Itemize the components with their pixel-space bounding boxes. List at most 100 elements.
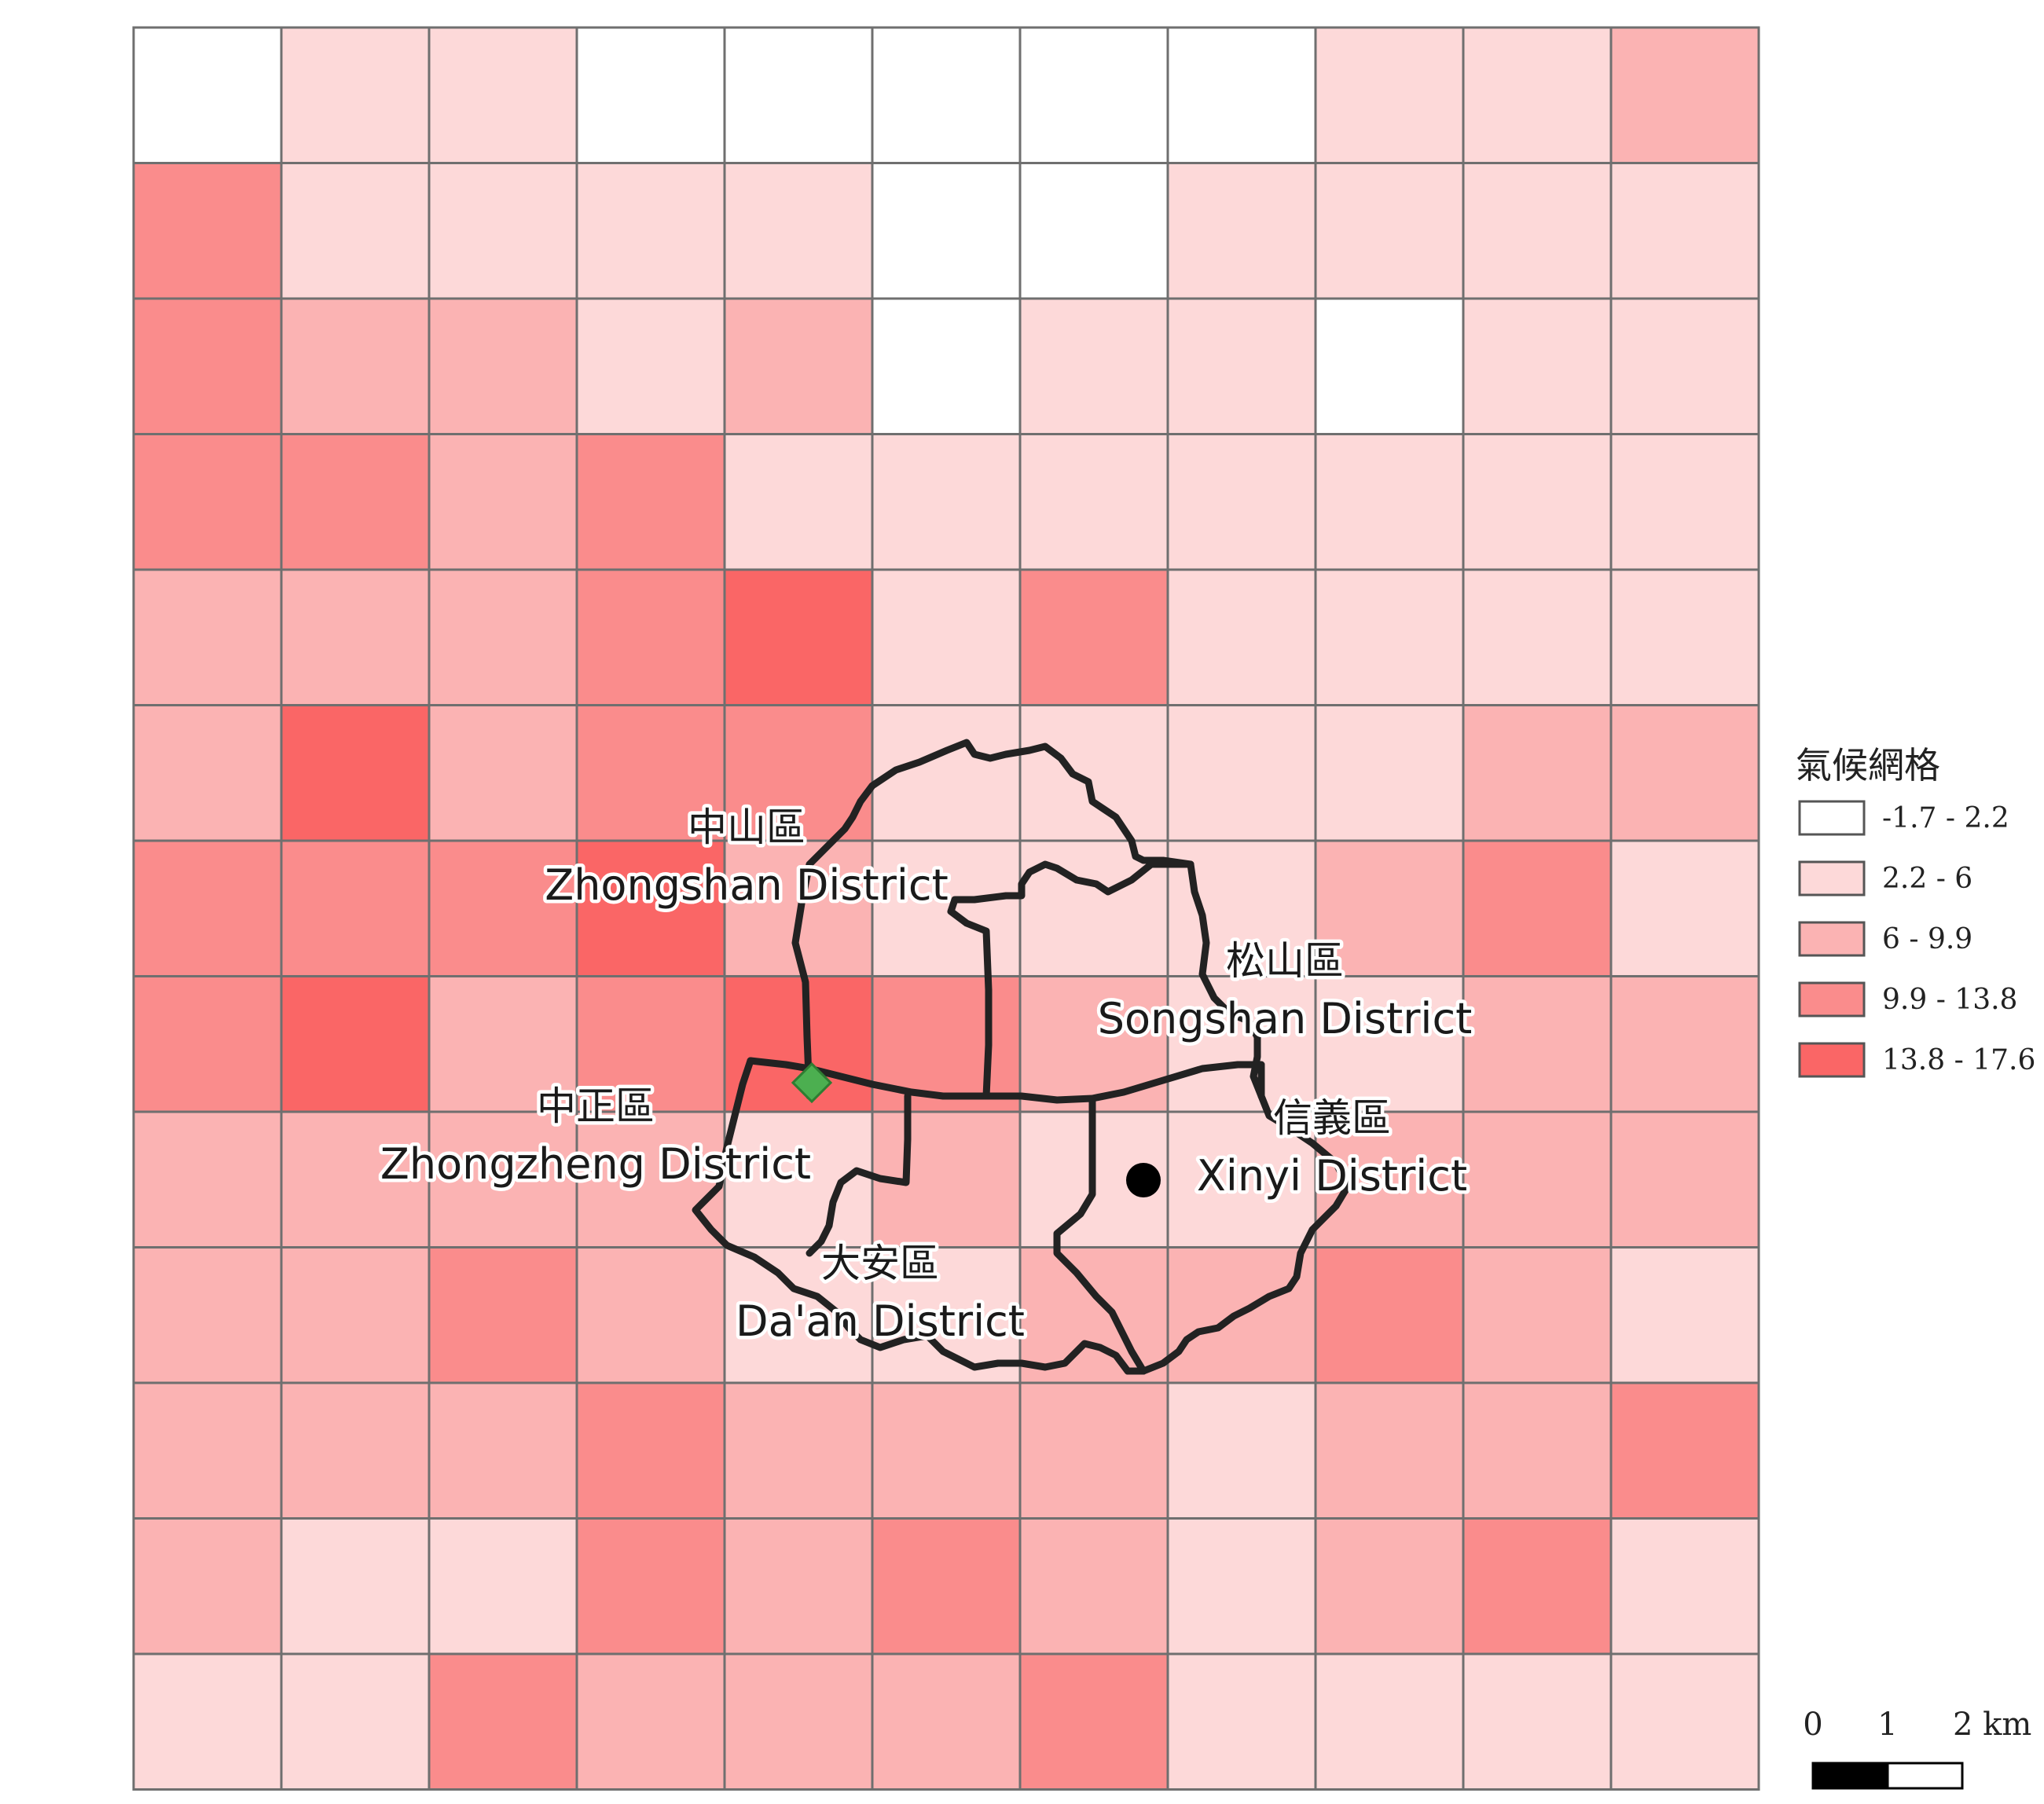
grid-cell	[723, 433, 874, 571]
grid-cell	[132, 1517, 283, 1656]
grid-cell	[1609, 297, 1760, 435]
grid-cell	[575, 839, 726, 977]
grid-cell	[1609, 1110, 1760, 1248]
grid-cell	[1462, 1110, 1613, 1248]
grid-cell	[1018, 568, 1169, 706]
grid-cell	[575, 704, 726, 842]
grid-cell	[1462, 704, 1613, 842]
grid-cell	[428, 704, 578, 842]
grid-cell	[1314, 568, 1465, 706]
grid-cell	[575, 1517, 726, 1656]
grid-cell	[132, 26, 283, 164]
grid-cell	[132, 1246, 283, 1384]
grid-cell	[1018, 1652, 1169, 1791]
grid-cell	[1462, 1517, 1613, 1656]
district-boundaries	[692, 739, 1352, 1375]
grid-cell	[871, 26, 1022, 164]
grid-cell	[132, 1110, 283, 1248]
grid-cell	[1609, 568, 1760, 706]
grid-cell	[1166, 568, 1317, 706]
grid-cell	[1314, 1381, 1465, 1520]
grid-cell	[1314, 26, 1465, 164]
grid-cell	[1314, 1246, 1465, 1384]
district-boundary-middle	[747, 1057, 1265, 1104]
grid-cell	[280, 1381, 431, 1520]
grid-cell	[1314, 704, 1465, 842]
grid-cell	[723, 568, 874, 706]
grid-cell	[428, 26, 578, 164]
black-dot-marker	[1126, 1163, 1161, 1197]
grid-cell	[1462, 162, 1613, 300]
grid-cell	[1314, 297, 1465, 435]
green-diamond-marker	[791, 1062, 833, 1104]
scale-label-0: 0	[1803, 1707, 1822, 1743]
district-boundary-zhongshan-songshan	[947, 860, 1194, 1100]
grid-cell	[871, 1381, 1022, 1520]
grid-cell	[428, 162, 578, 300]
grid-cell	[428, 433, 578, 571]
legend-label: 13.8 - 17.6	[1882, 1044, 2035, 1076]
grid-cell	[428, 839, 578, 977]
grid-cell	[1166, 297, 1317, 435]
grid-cell	[1609, 839, 1760, 977]
grid-cell	[1166, 26, 1317, 164]
grid-cell	[280, 975, 431, 1113]
label-daan-en: Da'an District	[736, 1296, 1025, 1346]
legend-swatch	[1798, 921, 1866, 957]
scale-bar: 0 1 2 km	[1803, 1707, 2031, 1790]
label-xinyi-zh: 信義區	[1273, 1095, 1391, 1141]
grid-cell	[575, 433, 726, 571]
grid-cell	[575, 1246, 726, 1384]
grid-cell	[428, 1246, 578, 1384]
grid-cell	[1609, 433, 1760, 571]
label-xinyi-en: Xinyi District	[1197, 1151, 1467, 1201]
grid-cell	[1462, 1652, 1613, 1791]
grid-cell	[280, 26, 431, 164]
grid-cell	[1018, 704, 1169, 842]
district-labels: 中山區 Zhongshan District 松山區 Songshan Dist…	[376, 801, 1475, 1350]
grid-cell	[1462, 297, 1613, 435]
grid-cell	[1462, 433, 1613, 571]
legend-label: -1.7 - 2.2	[1882, 802, 2009, 834]
grid-cell	[723, 26, 874, 164]
grid-cell	[1462, 839, 1613, 977]
grid-cell	[132, 433, 283, 571]
grid-cell	[1314, 433, 1465, 571]
label-zhongshan-zh: 中山區	[688, 805, 805, 850]
grid-cell	[1314, 1652, 1465, 1791]
legend: 氣候網格 -1.7 - 2.2 2.2 - 6 6 - 9.9 9.9 - 13.8 1…	[1796, 744, 2035, 1078]
grid-cell	[723, 297, 874, 435]
legend-label: 9.9 - 13.8	[1882, 984, 2017, 1016]
district-boundary-daan-xinyi	[1053, 1094, 1147, 1375]
district-boundary-zhongshan	[791, 739, 1194, 1100]
grid-cell	[132, 1652, 283, 1791]
grid-cell	[1166, 704, 1317, 842]
district-boundary-songshan	[1187, 860, 1265, 1100]
grid-cell	[1314, 1110, 1465, 1248]
legend-swatch	[1798, 860, 1866, 896]
grid-cell	[428, 568, 578, 706]
grid-cell	[1166, 162, 1317, 300]
grid-cell	[1314, 839, 1465, 977]
grid-cell	[871, 433, 1022, 571]
legend-label: 2.2 - 6	[1882, 863, 1972, 895]
grid-cell	[132, 162, 283, 300]
grid-cell	[575, 975, 726, 1113]
grid-cell	[871, 568, 1022, 706]
grid-cell	[1462, 26, 1613, 164]
grid-cell	[1609, 26, 1760, 164]
grid-cell	[1609, 1381, 1760, 1520]
label-daan-zh: 大安區	[821, 1241, 939, 1286]
legend-items: -1.7 - 2.2 2.2 - 6 6 - 9.9 9.9 - 13.8 13.8 -…	[1798, 800, 2035, 1078]
grid-cell	[280, 297, 431, 435]
grid-cell	[1609, 162, 1760, 300]
grid-cell	[1018, 26, 1169, 164]
scale-label-1: 1	[1877, 1707, 1897, 1743]
label-songshan-en: Songshan District	[1098, 994, 1473, 1043]
label-songshan-zh: 松山區	[1226, 938, 1344, 984]
scale-segment-white	[1886, 1762, 1964, 1790]
label-zhongshan-en: Zhongshan District	[545, 860, 949, 910]
grid-cell	[575, 162, 726, 300]
grid-cell	[1018, 162, 1169, 300]
grid-cell	[428, 1110, 578, 1248]
